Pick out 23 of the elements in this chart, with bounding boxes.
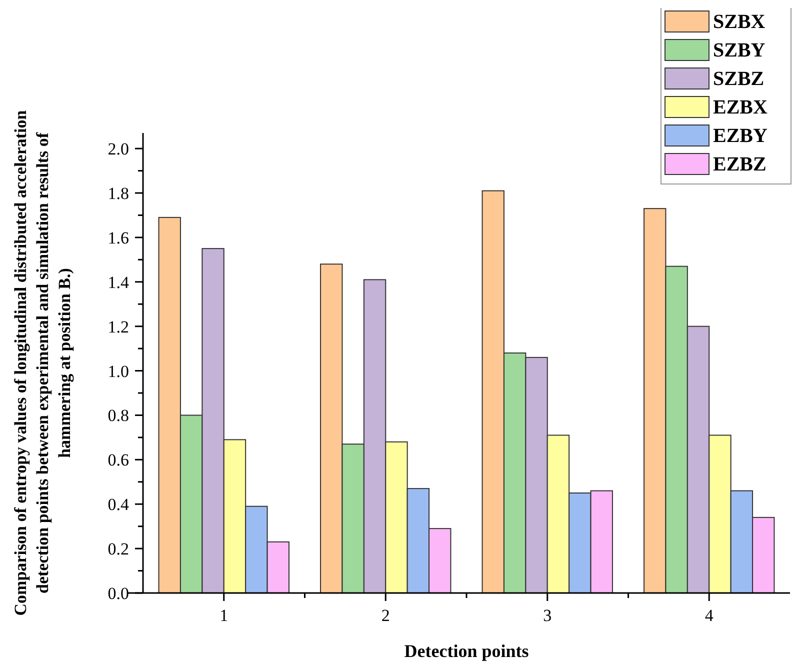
y-tick-label: 1.4 bbox=[108, 272, 130, 292]
legend-label: EZBZ bbox=[713, 154, 766, 176]
y-tick-label: 1.2 bbox=[108, 317, 129, 336]
y-tick-label: 0.6 bbox=[108, 450, 129, 470]
legend-label: SZBX bbox=[713, 11, 766, 33]
y-tick-label: 1.8 bbox=[108, 184, 129, 203]
y-tick-label: 0.2 bbox=[108, 540, 129, 559]
y-tick-label: 0.4 bbox=[108, 495, 130, 514]
x-axis-title: Detection points bbox=[404, 641, 529, 661]
y-tick-label: 1.0 bbox=[108, 362, 129, 381]
legend-label: SZBZ bbox=[713, 68, 764, 90]
legend-label: EZBY bbox=[713, 125, 768, 147]
legend-label: EZBX bbox=[713, 96, 768, 118]
y-tick-label: 0.0 bbox=[108, 584, 129, 603]
x-tick-label: 4 bbox=[704, 606, 714, 625]
x-tick-label: 2 bbox=[381, 606, 390, 625]
y-tick-label: 1.6 bbox=[108, 228, 129, 248]
legend-label: SZBY bbox=[713, 40, 766, 62]
x-tick-label: 3 bbox=[543, 606, 552, 625]
y-axis-title: Comparison of entropy values of longitudinal distributed acceleration detection points between experimental and simulation results of hammering at position B.) bbox=[11, 110, 74, 616]
y-tick-label: 2.0 bbox=[108, 140, 129, 159]
x-tick-label: 1 bbox=[220, 606, 228, 625]
y-tick-label: 0.8 bbox=[108, 406, 129, 426]
